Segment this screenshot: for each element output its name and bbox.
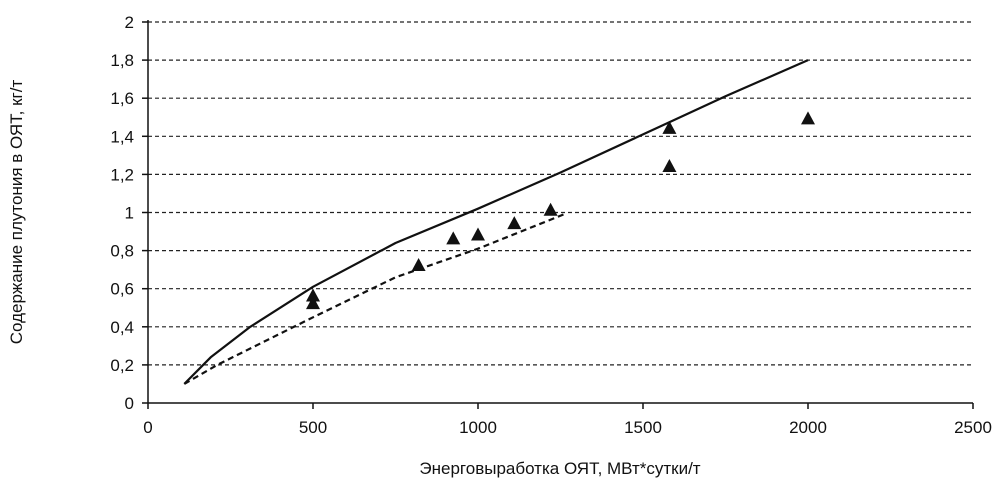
triangle-marker-1	[306, 288, 320, 302]
series-solid-line	[183, 59, 809, 385]
y-tick-label-10: 2	[125, 13, 134, 32]
y-tick-label-5: 1	[125, 204, 134, 223]
y-tick-label-4: 0,8	[110, 242, 134, 261]
triangle-marker-2	[411, 258, 426, 272]
y-tick-label-9: 1,8	[110, 51, 134, 70]
grid-lines	[148, 21, 973, 366]
triangle-marker-9	[801, 111, 815, 125]
x-tick-label-2: 1000	[459, 418, 497, 437]
y-axis-title: Содержание плутония в ОЯТ, кг/т	[7, 80, 26, 345]
tick-labels: 0 0,2 0,4 0,6 0,8 1 1,2 1,4 1,6 1,8 2 0 500 1000 1500 2…	[110, 13, 992, 437]
series-dashed-line	[183, 213, 565, 385]
y-tick-label-6: 1,2	[110, 165, 134, 184]
triangle-marker-5	[507, 216, 522, 230]
triangle-marker-3	[446, 231, 461, 245]
triangle-marker-4	[471, 227, 485, 241]
x-tick-label-0: 0	[143, 418, 152, 437]
x-tick-label-3: 1500	[624, 418, 662, 437]
y-tick-label-3: 0,6	[110, 280, 134, 299]
triangle-marker-7	[662, 158, 677, 172]
y-tick-label-7: 1,4	[110, 127, 134, 146]
triangle-marker-0	[306, 296, 320, 310]
x-tick-label-4: 2000	[789, 418, 827, 437]
triangle-marker-6	[543, 202, 558, 216]
x-axis-title: Энерговыработка ОЯТ, МВт*сутки/т	[419, 459, 700, 478]
series	[183, 59, 815, 385]
y-tick-label-0: 0	[125, 394, 134, 413]
x-tick-label-1: 500	[299, 418, 327, 437]
x-tick-label-5: 2500	[954, 418, 992, 437]
triangle-marker-8	[662, 120, 677, 134]
y-tick-label-1: 0,2	[110, 356, 134, 375]
y-tick-label-2: 0,4	[110, 318, 134, 337]
y-tick-label-8: 1,6	[110, 89, 134, 108]
axes	[142, 20, 974, 409]
